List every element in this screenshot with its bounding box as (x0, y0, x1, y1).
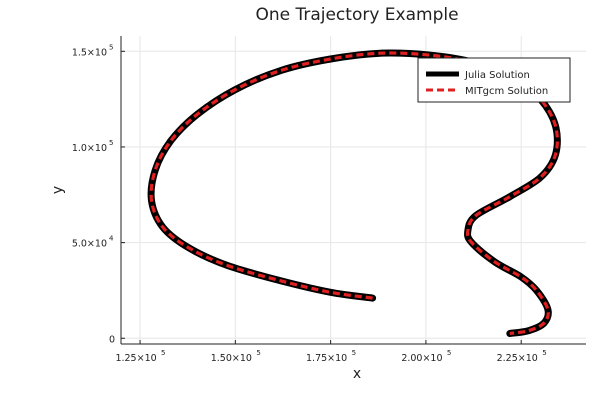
y-tick-exponent: 5 (109, 43, 113, 51)
series-mitgcm-line (149, 51, 559, 336)
legend-box (417, 57, 571, 103)
y-axis-label: y (50, 186, 66, 194)
legend: Julia Solution MITgcm Solution (417, 57, 571, 103)
y-tick-label: 1.5×10 (72, 47, 107, 58)
x-tick-exponent: 5 (256, 349, 260, 357)
x-tick-label: 2.00×10 (401, 353, 442, 364)
x-tick-exponent: 5 (542, 349, 546, 357)
x-tick-exponent: 5 (161, 349, 165, 357)
y-tick-label: 5.0×10 (72, 239, 107, 250)
y-tick-label: 0 (109, 334, 115, 345)
x-tick-label: 2.25×10 (497, 353, 538, 364)
x-tick-label: 1.25×10 (115, 353, 156, 364)
legend-label-julia: Julia Solution (464, 70, 530, 81)
legend-label-mitgcm: MITgcm Solution (465, 86, 548, 97)
y-tick-exponent: 4 (109, 235, 114, 243)
x-tick-label: 1.50×10 (211, 353, 252, 364)
x-tick-exponent: 5 (352, 349, 356, 357)
x-tick-exponent: 5 (447, 349, 451, 357)
x-tick-label: 1.75×10 (306, 353, 347, 364)
y-tick-exponent: 5 (109, 139, 113, 147)
tick-labels: 1.25×10 5 1.50×10 5 1.75×10 5 2.00×10 5 2.25×10 5… (72, 43, 547, 364)
chart-title: One Trajectory Example (255, 5, 458, 25)
y-tick-label: 1.0×10 (72, 143, 107, 154)
x-axis-label: x (353, 366, 361, 382)
